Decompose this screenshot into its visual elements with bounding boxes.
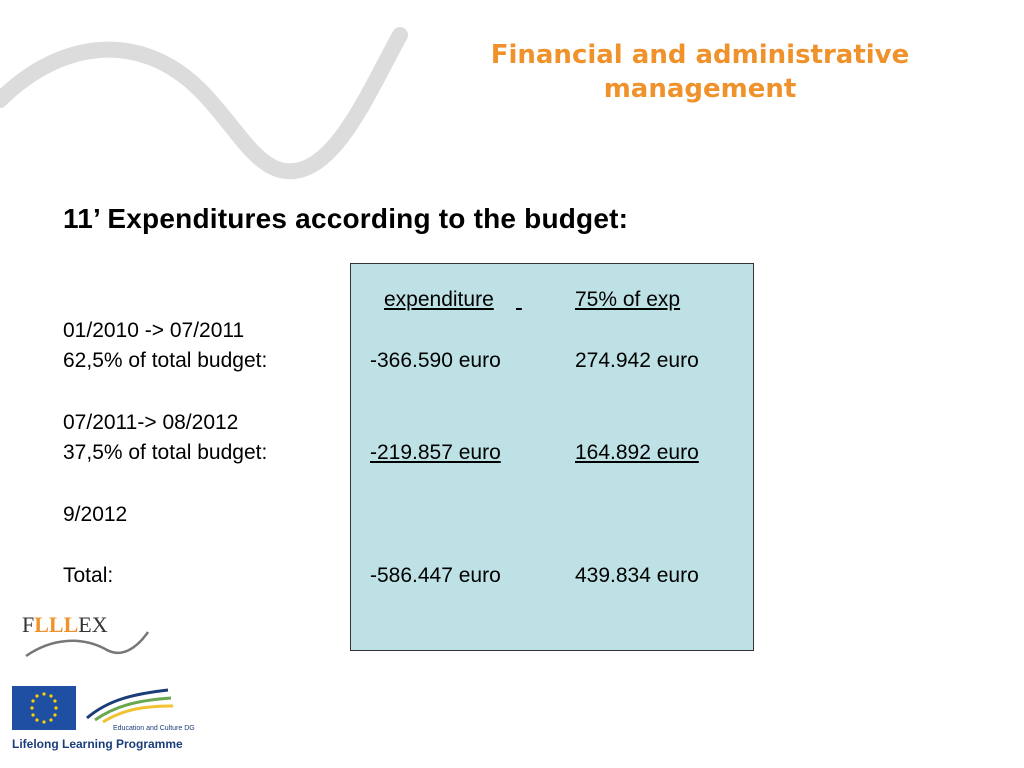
flllex-logo: FLLLEX <box>22 612 108 638</box>
row1-75pct: 274.942 euro <box>575 349 699 372</box>
lifelong-learning-programme: Lifelong Learning Programme <box>12 737 183 751</box>
row2-period: 07/2011-> 08/2012 <box>63 411 239 434</box>
row1-expenditure: -366.590 euro <box>370 349 501 372</box>
total-75pct: 439.834 euro <box>575 564 699 587</box>
page-title-line2: management <box>603 74 797 104</box>
flllex-suffix: EX <box>78 612 108 637</box>
flllex-prefix: F <box>22 612 35 637</box>
header-gap <box>516 287 576 313</box>
row3-period: 9/2012 <box>63 503 128 526</box>
education-culture-text: Education and Culture DG <box>113 725 195 732</box>
swoosh-decoration <box>0 27 408 180</box>
flllex-swoosh-icon <box>25 631 150 658</box>
total-expenditure: -586.447 euro <box>370 564 501 587</box>
page-title: Financial and administrative management <box>440 38 960 106</box>
header-75pct: 75% of exp <box>575 288 681 311</box>
row1-label: 62,5% of total budget: <box>63 349 268 372</box>
eu-flag-icon <box>12 686 76 730</box>
row1-period: 01/2010 -> 07/2011 <box>63 319 245 342</box>
row2-expenditure: -219.857 euro <box>370 441 501 464</box>
section-heading: 11’ Expenditures according to the budget… <box>63 203 629 234</box>
education-culture-logo <box>86 688 174 724</box>
expenditure-box <box>350 263 754 651</box>
page-title-line1: Financial and administrative <box>490 40 910 70</box>
row2-75pct: 164.892 euro <box>575 441 699 464</box>
header-expenditure: expenditure <box>384 288 494 311</box>
total-label: Total: <box>63 564 114 587</box>
flllex-lll: LLL <box>34 612 79 637</box>
row2-label: 37,5% of total budget: <box>63 441 268 464</box>
